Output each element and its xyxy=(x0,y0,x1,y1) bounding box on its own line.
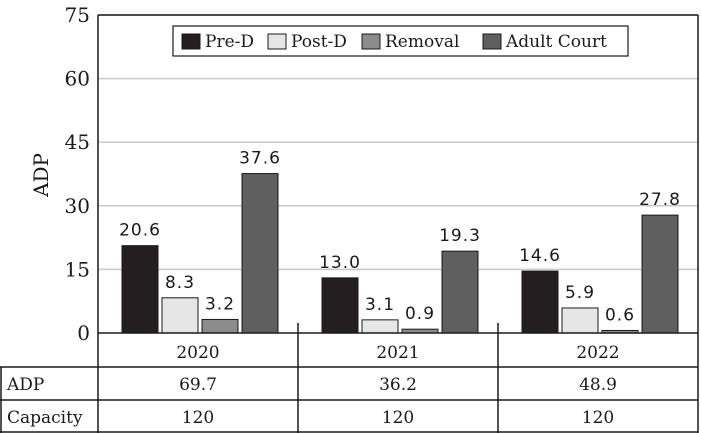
data-table: 2020 2021 2022 ADP 69.7 36.2 48.9 Capacity 120 12… xyxy=(0,323,699,433)
legend-label: Post-D xyxy=(291,32,347,52)
table-row-label: ADP xyxy=(6,375,44,395)
bar xyxy=(121,245,159,334)
y-tick-label: 75 xyxy=(65,3,90,27)
data-label: 8.3 xyxy=(165,273,195,293)
legend-swatch xyxy=(482,33,502,50)
bar xyxy=(321,277,359,334)
table-row-label: Capacity xyxy=(7,408,83,428)
legend-swatch xyxy=(181,33,201,50)
table-cell: 120 xyxy=(382,408,414,428)
category-label: 2022 xyxy=(576,343,619,363)
legend-label: Pre-D xyxy=(205,32,254,52)
legend-label: Adult Court xyxy=(505,32,607,52)
data-label: 27.8 xyxy=(639,190,681,210)
data-label: 5.9 xyxy=(565,283,595,303)
y-tick-label: 60 xyxy=(65,67,90,91)
bar xyxy=(561,307,599,334)
y-tick-label: 0 xyxy=(77,321,90,345)
bars xyxy=(121,173,679,334)
data-labels: 20.6 8.3 3.2 37.6 13.0 3.1 0.9 19.3 14.65.9 0.6 27… xyxy=(119,149,681,326)
data-label: 3.2 xyxy=(205,294,235,314)
y-tick-label: 15 xyxy=(65,257,90,281)
bar xyxy=(201,318,239,334)
table-cell: 48.9 xyxy=(579,375,617,395)
y-axis-title: ADP xyxy=(29,153,53,198)
legend-swatch xyxy=(361,33,381,50)
legend: Pre-D Post-D Removal Adult Court xyxy=(172,25,629,57)
data-label: 13.0 xyxy=(319,253,361,273)
category-label: 2020 xyxy=(176,343,219,363)
legend-box xyxy=(172,25,629,57)
y-tick-label: 30 xyxy=(65,194,90,218)
y-tick-labels: 0 15 30 45 60 75 xyxy=(65,3,90,345)
data-label: 0.6 xyxy=(605,305,635,325)
data-label: 14.6 xyxy=(519,246,561,266)
bar xyxy=(361,319,399,334)
plot-frame xyxy=(97,14,699,334)
legend-label: Removal xyxy=(385,32,459,52)
table-cell: 69.7 xyxy=(179,375,217,395)
data-label: 20.6 xyxy=(119,221,161,241)
table-cell: 120 xyxy=(582,408,614,428)
data-label: 3.1 xyxy=(365,295,395,315)
bar xyxy=(161,297,199,334)
table-cell: 36.2 xyxy=(379,375,417,395)
bar xyxy=(521,270,559,334)
y-tick-label: 45 xyxy=(65,130,90,154)
data-label: 0.9 xyxy=(405,304,435,324)
table-cell: 120 xyxy=(182,408,214,428)
bar xyxy=(241,173,279,334)
category-label: 2021 xyxy=(376,343,419,363)
bar xyxy=(441,250,479,334)
bar xyxy=(641,214,679,334)
data-label: 37.6 xyxy=(239,149,281,169)
legend-swatch xyxy=(267,33,287,50)
data-label: 19.3 xyxy=(439,226,481,246)
